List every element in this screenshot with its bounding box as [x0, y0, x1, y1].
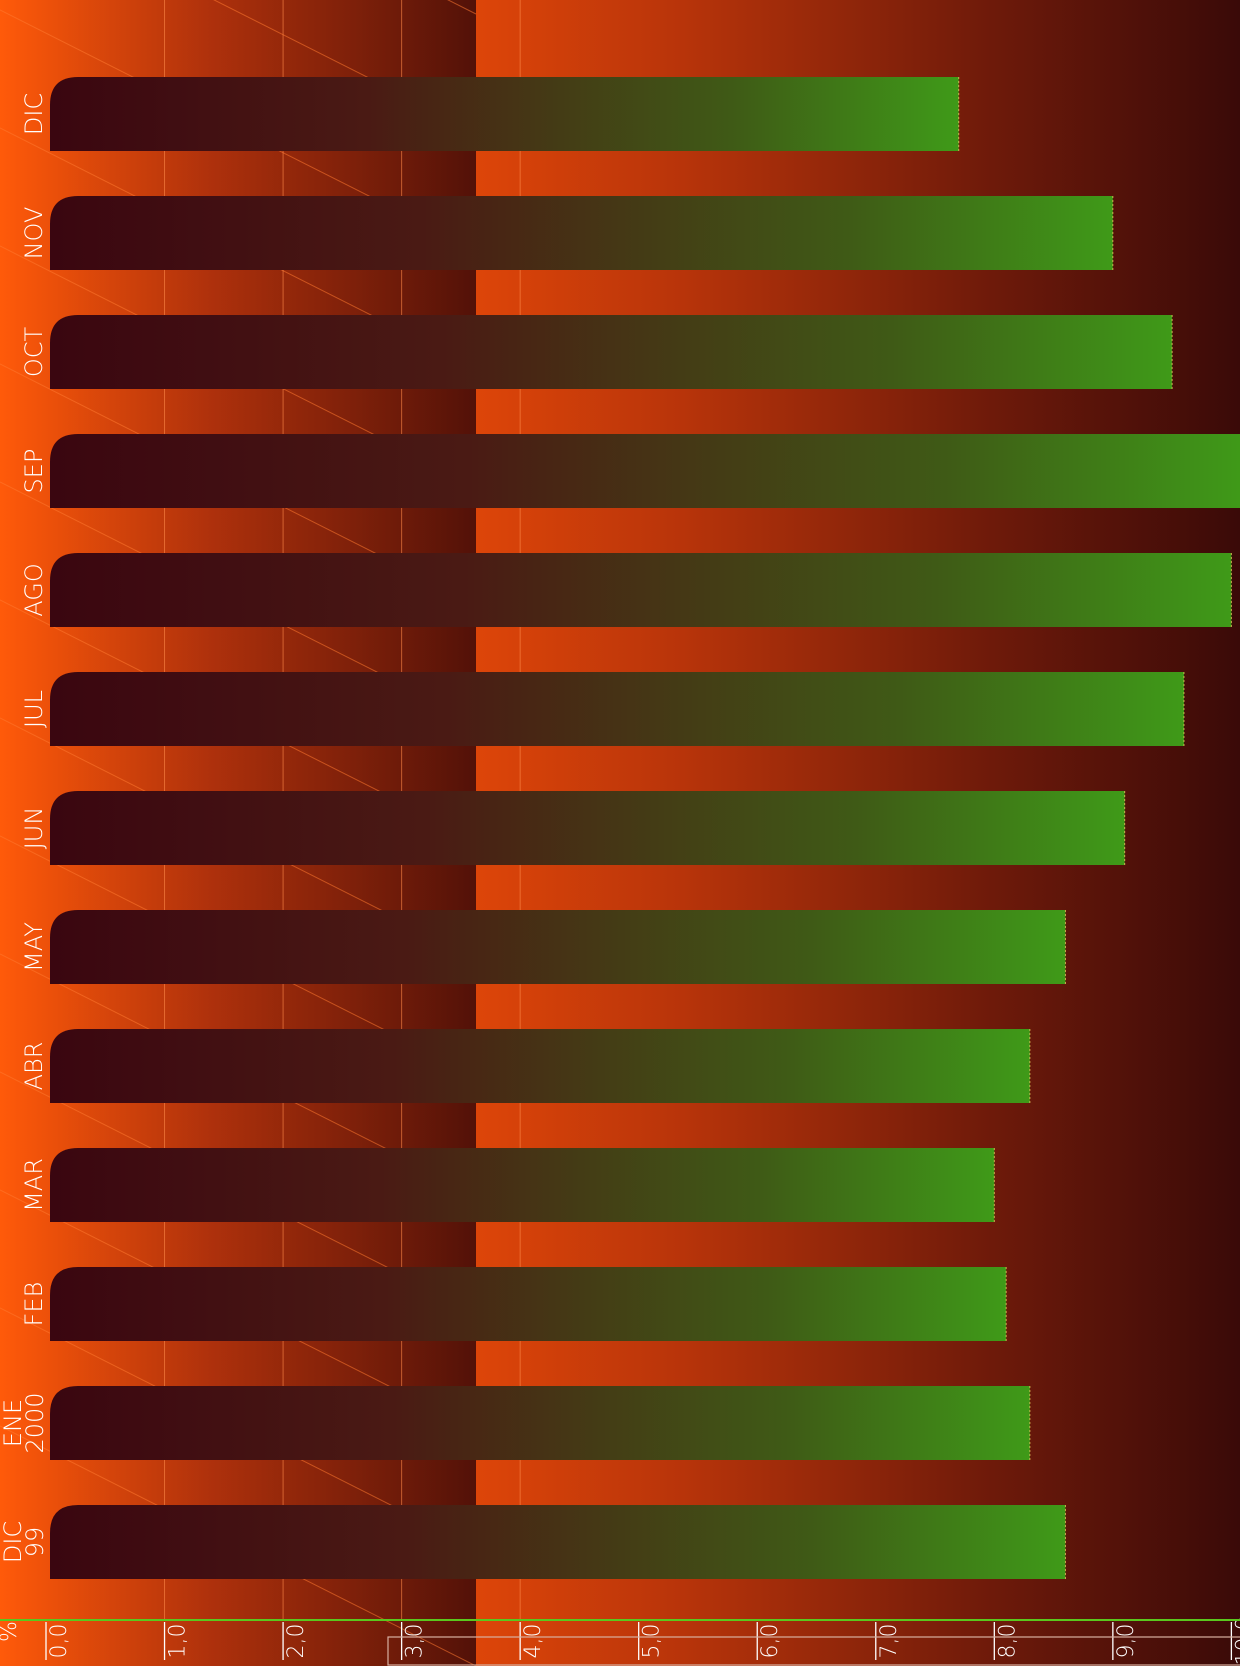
category-label-line: AGO — [20, 563, 48, 616]
bar-sep — [50, 434, 1240, 508]
tick-label: 10,0 — [1232, 1617, 1240, 1666]
bar-dic-99 — [50, 1505, 1066, 1579]
category-label: ABR — [20, 1042, 48, 1091]
category-label: AGO — [20, 563, 48, 616]
category-label: MAR — [20, 1158, 48, 1212]
tick-label: 4,0 — [521, 1624, 546, 1659]
axis-ticks: 0,01,02,03,04,05,06,07,08,09,010,011,012… — [45, 1617, 1240, 1666]
category-label: NOV — [20, 207, 48, 260]
bar-ene-2000 — [50, 1386, 1030, 1460]
bar-nov — [50, 196, 1113, 270]
category-labels: DIC99ENE2000FEBMARABRMAYJUNJULAGOSEPOCTN… — [0, 93, 49, 1563]
category-label-line: FEB — [20, 1282, 48, 1327]
category-label: OCT — [20, 327, 48, 378]
bar-oct — [50, 315, 1173, 389]
category-label-line: NOV — [20, 207, 48, 260]
category-label-line: JUN — [20, 807, 48, 850]
bars — [50, 77, 1240, 1579]
tick-label: 3,0 — [403, 1624, 428, 1659]
category-label-line: ENE — [0, 1399, 27, 1447]
category-label-line: MAY — [20, 922, 48, 972]
bar-jun — [50, 791, 1125, 865]
tick-label: 2,0 — [284, 1624, 309, 1659]
bar-feb — [50, 1267, 1007, 1341]
tick-label: 5,0 — [640, 1624, 665, 1659]
category-label: SEP — [20, 449, 48, 494]
category-label: FEB — [20, 1282, 48, 1327]
legend-frame — [387, 1636, 1240, 1666]
category-label-line: DIC — [0, 1521, 27, 1563]
category-label-line: ABR — [20, 1042, 48, 1091]
category-label-line: DIC — [20, 93, 48, 135]
category-label-line: 2000 — [21, 1392, 49, 1453]
bar-mar — [50, 1148, 995, 1222]
tick-label: 7,0 — [877, 1624, 902, 1659]
category-label: JUL — [20, 690, 48, 728]
tick-label: 8,0 — [995, 1624, 1020, 1659]
bar-jul — [50, 672, 1184, 746]
category-label-line: MAR — [20, 1158, 48, 1212]
category-label-line: SEP — [20, 449, 48, 494]
bar-dic — [50, 77, 959, 151]
unit-label: % — [0, 1621, 22, 1642]
tick-label: 0,0 — [47, 1624, 72, 1659]
category-label: MAY — [20, 922, 48, 972]
tick-label: 9,0 — [1114, 1624, 1139, 1659]
bar-ago — [50, 553, 1232, 627]
tick-label: 6,0 — [758, 1624, 783, 1659]
bar-may — [50, 910, 1066, 984]
category-label: DIC — [20, 93, 48, 135]
category-label-line: JUL — [20, 690, 48, 728]
tick-label: 1,0 — [166, 1624, 191, 1659]
category-label: JUN — [20, 807, 48, 850]
category-label-line: OCT — [20, 327, 48, 378]
category-label-line: 99 — [21, 1527, 49, 1558]
bar-abr — [50, 1029, 1030, 1103]
